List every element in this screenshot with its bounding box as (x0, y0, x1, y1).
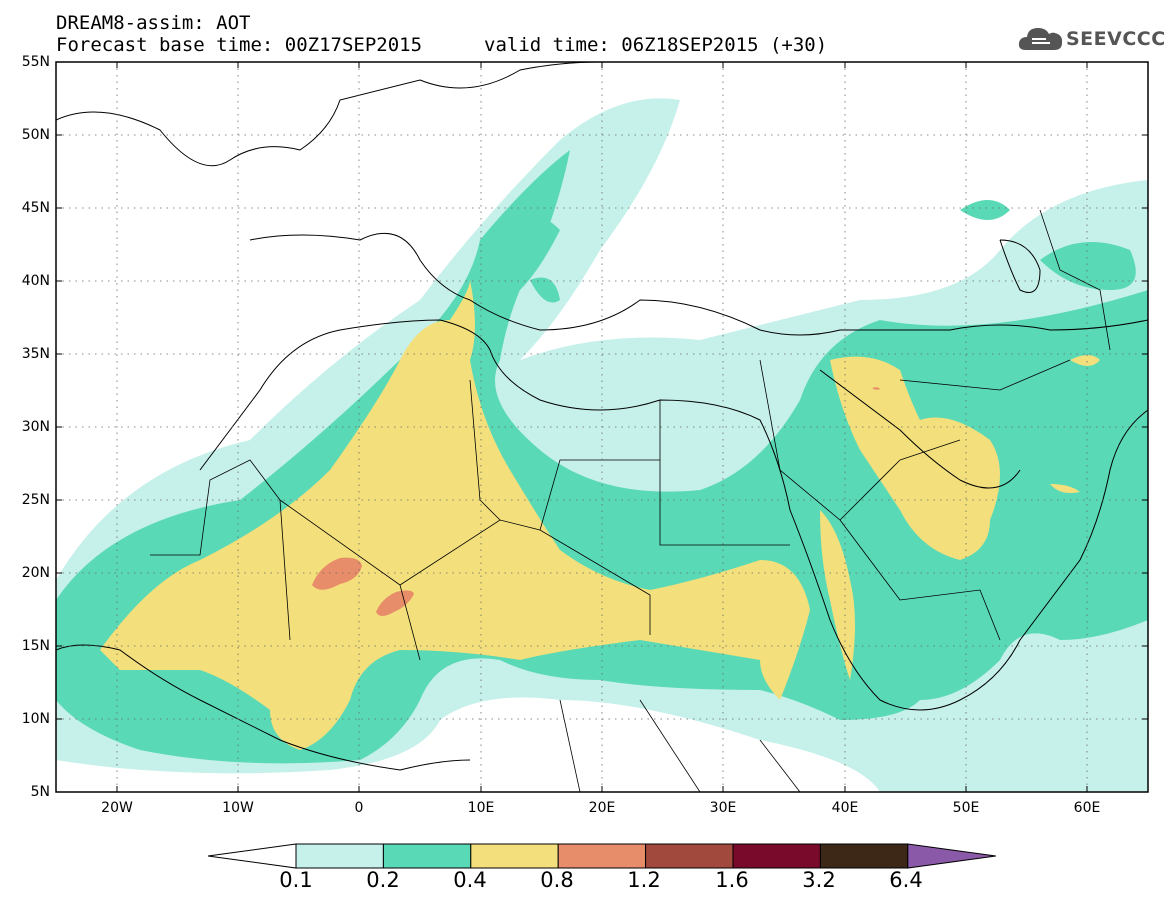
colorbar-label: 0.1 (279, 868, 313, 892)
colorbar-label: 3.2 (802, 868, 836, 892)
colorbar-label: 1.6 (715, 868, 749, 892)
colorbar-label: 0.4 (453, 868, 487, 892)
lon-label: 40E (831, 800, 859, 816)
lat-label: 40N (21, 273, 50, 289)
lon-label: 20E (588, 800, 616, 816)
logo-text: SEEVCCC (1066, 28, 1165, 50)
lat-label: 35N (21, 346, 50, 362)
cloud-icon (1018, 28, 1063, 50)
lat-label: 5N (30, 784, 50, 800)
aot-band-0.4 (100, 280, 1100, 750)
lat-label: 25N (21, 492, 50, 508)
axis-ticks (56, 61, 1148, 793)
lon-label: 30E (709, 800, 737, 816)
aot-field (56, 98, 1148, 792)
map-gridlines (56, 62, 1148, 792)
lat-label: 55N (21, 54, 50, 70)
colorbar-label: 0.8 (540, 868, 574, 892)
valid-time: valid time: 06Z18SEP2015 (+30) (484, 34, 828, 56)
map-title: DREAM8-assim: AOT (56, 12, 251, 34)
lat-label: 30N (21, 419, 50, 435)
lat-label: 10N (21, 711, 50, 727)
country-borders (150, 209, 1111, 792)
lon-label: 50E (952, 800, 980, 816)
lat-label: 15N (21, 638, 50, 654)
lon-label: 10E (467, 800, 495, 816)
forecast-base-time: Forecast base time: 00Z17SEP2015 (56, 34, 423, 56)
lon-label: 10W (222, 800, 254, 816)
lat-label: 20N (21, 565, 50, 581)
aot-band-0.8 (312, 387, 880, 616)
colorbar-label: 1.2 (627, 868, 661, 892)
colorbar-label: 0.2 (366, 868, 400, 892)
coastlines (56, 62, 1148, 771)
lon-label: 20W (101, 800, 133, 816)
lat-label: 50N (21, 127, 50, 143)
lon-label: 60E (1073, 800, 1101, 816)
colorbar-label: 6.4 (889, 868, 923, 892)
seevccc-logo: SEEVCCC (1018, 24, 1165, 54)
lat-label: 45N (21, 200, 50, 216)
lon-label: 0 (354, 800, 364, 816)
